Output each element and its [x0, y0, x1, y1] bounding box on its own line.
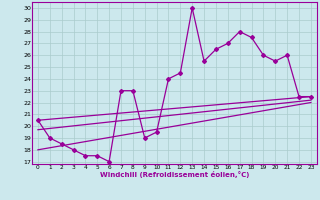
- X-axis label: Windchill (Refroidissement éolien,°C): Windchill (Refroidissement éolien,°C): [100, 171, 249, 178]
